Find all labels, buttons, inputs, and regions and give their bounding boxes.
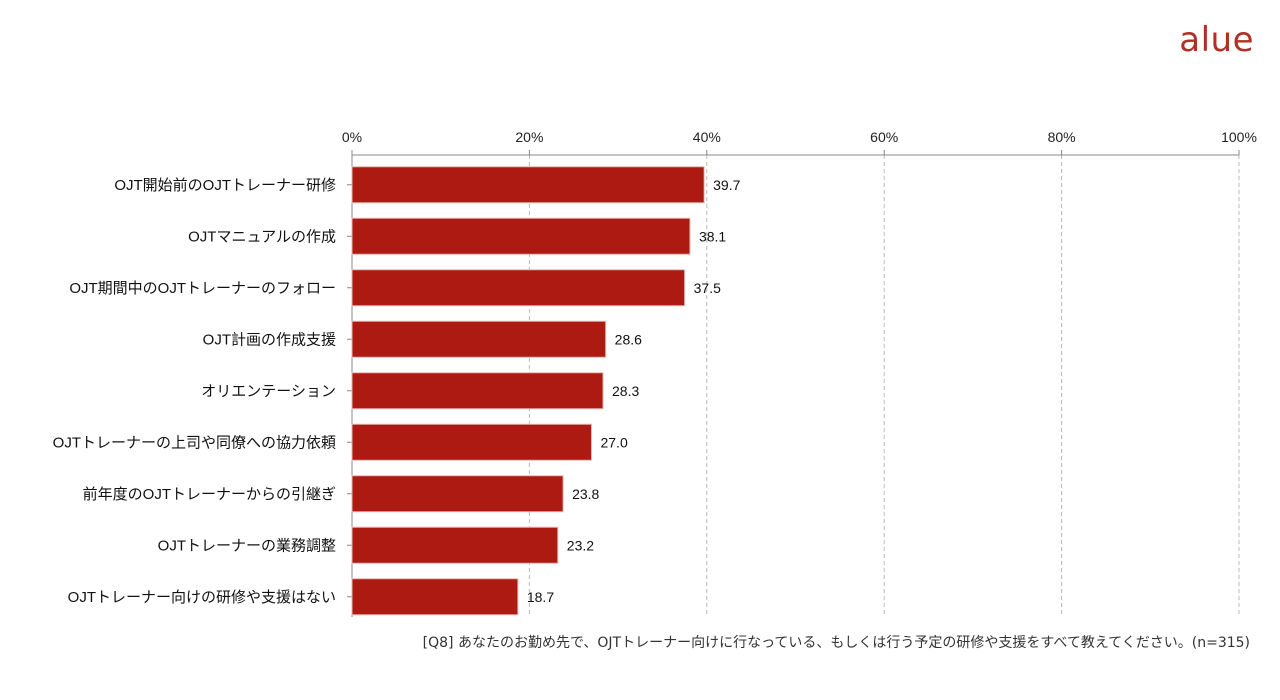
- x-tick-label: 40%: [693, 129, 721, 145]
- bar: [351, 423, 592, 461]
- value-label: 23.8: [572, 486, 599, 502]
- bar: [351, 526, 559, 564]
- value-label: 28.3: [612, 383, 639, 399]
- x-tick-label: 0%: [342, 129, 362, 145]
- value-label: 18.7: [527, 589, 554, 605]
- bar: [351, 475, 564, 513]
- value-label: 27.0: [600, 434, 627, 450]
- x-tick-label: 20%: [515, 129, 543, 145]
- category-label: 前年度のOJTトレーナーからの引継ぎ: [83, 486, 336, 503]
- category-label: OJTトレーナーの業務調整: [158, 537, 336, 554]
- value-label: 28.6: [615, 331, 642, 347]
- value-label: 37.5: [694, 280, 721, 296]
- bar: [351, 320, 607, 358]
- bar: [351, 166, 705, 204]
- bars: [351, 166, 705, 616]
- x-tick-label: 100%: [1221, 129, 1257, 145]
- value-label: 23.2: [567, 537, 594, 553]
- category-label: OJT計画の作成支援: [203, 331, 336, 348]
- labels: 0% 20% 40% 60% 80% 100% OJT開始前のOJTトレーナー研修 39.7 O…: [53, 129, 1257, 606]
- x-tick-label: 60%: [870, 129, 898, 145]
- value-label: 39.7: [713, 177, 740, 193]
- category-label: OJTトレーナー向けの研修や支援はない: [68, 589, 336, 606]
- bar: [351, 269, 686, 307]
- category-label: オリエンテーション: [201, 383, 336, 400]
- category-label: OJT開始前のOJTトレーナー研修: [114, 177, 336, 194]
- category-label: OJTトレーナーの上司や同僚への協力依頼: [53, 434, 336, 451]
- bar: [351, 578, 519, 616]
- survey-footnote: [Q8] あなたのお勤め先で、OJTトレーナー向けに行なっている、もしくは行う予…: [422, 635, 1250, 651]
- brand-logo: alue: [1179, 20, 1254, 60]
- value-label: 38.1: [699, 228, 726, 244]
- x-tick-label: 80%: [1048, 129, 1076, 145]
- bar: [351, 217, 691, 255]
- category-label: OJTマニュアルの作成: [188, 228, 336, 245]
- category-label: OJT期間中のOJTトレーナーのフォロー: [69, 280, 336, 297]
- bar: [351, 372, 604, 410]
